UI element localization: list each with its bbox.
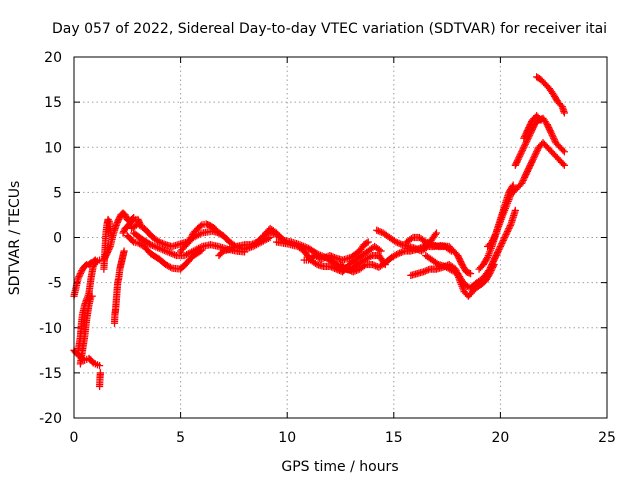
- series-trace-v: [422, 206, 519, 292]
- plus-markers: [95, 369, 105, 391]
- plus-markers: [76, 292, 96, 368]
- series-trace-aa: [520, 112, 545, 142]
- y-tick-label: -15: [39, 366, 62, 382]
- y-tick-label: -20: [39, 411, 62, 427]
- y-tick-label: 5: [53, 185, 62, 201]
- series-trace-e: [95, 369, 105, 391]
- plus-markers: [422, 206, 519, 292]
- series-trace-ab: [533, 73, 568, 117]
- plus-markers: [520, 112, 545, 142]
- x-tick-label: 10: [278, 430, 296, 446]
- plus-markers: [74, 256, 104, 354]
- plot-frame: [73, 56, 608, 419]
- data-marks: [70, 73, 568, 391]
- tick-labels: 0 5 10 15 20 25 -20 -15 -10 -5 0 5 10 15 20: [39, 50, 616, 446]
- series-trace-q: [300, 238, 372, 264]
- series-trace-y: [509, 139, 568, 196]
- plus-markers: [123, 232, 206, 273]
- x-tick-label: 20: [491, 430, 509, 446]
- y-axis-label: SDTVAR / TECUs: [7, 181, 23, 296]
- plus-markers: [402, 233, 455, 255]
- y-tick-label: 15: [44, 95, 62, 111]
- x-axis-label: GPS time / hours: [281, 459, 398, 475]
- y-tick-label: 20: [44, 50, 62, 66]
- plus-markers: [300, 238, 372, 264]
- plus-markers: [110, 247, 128, 327]
- chart-title: Day 057 of 2022, Sidereal Day-to-day VTE…: [52, 21, 607, 37]
- plus-markers: [407, 260, 498, 300]
- x-tick-label: 0: [70, 430, 79, 446]
- series-trace-u: [407, 260, 498, 300]
- y-tick-label: 10: [44, 140, 62, 156]
- x-tick-label: 25: [598, 430, 616, 446]
- y-tick-label: -10: [39, 321, 62, 337]
- series-trace-t: [402, 233, 455, 255]
- x-tick-label: 15: [385, 430, 403, 446]
- series-trace-c: [74, 256, 104, 354]
- x-tick-label: 5: [176, 430, 185, 446]
- series-trace-j: [123, 232, 206, 273]
- y-tick-label: 0: [53, 231, 62, 247]
- plus-markers: [533, 73, 568, 117]
- series-trace-h: [110, 247, 128, 327]
- y-tick-label: -5: [48, 276, 62, 292]
- plus-markers: [509, 139, 568, 196]
- series-trace-d: [76, 292, 96, 368]
